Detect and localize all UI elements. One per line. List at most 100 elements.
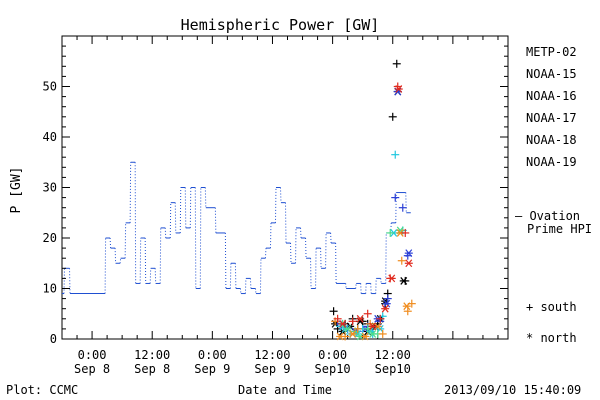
ovation-segment bbox=[360, 283, 362, 294]
ovation-segment bbox=[139, 237, 142, 284]
north-point bbox=[402, 302, 411, 311]
star-d2 bbox=[336, 332, 344, 341]
ovation-segment bbox=[249, 278, 252, 289]
ovation-segment bbox=[405, 192, 407, 213]
ovation-segment bbox=[279, 187, 282, 203]
ovation-segment bbox=[345, 283, 347, 289]
ovation-segment bbox=[365, 283, 367, 294]
ovation-segment bbox=[114, 248, 117, 264]
south-point bbox=[391, 150, 400, 159]
x-axis-label: Date and Time bbox=[238, 383, 332, 397]
ovation-segment bbox=[244, 278, 247, 294]
ovation-segment bbox=[189, 187, 192, 228]
ovation-segment bbox=[315, 248, 317, 289]
ovation-segment bbox=[104, 237, 107, 294]
south-point bbox=[392, 59, 401, 68]
y-tick-label: 40 bbox=[43, 130, 57, 144]
x-tick-label: 0:00 bbox=[198, 348, 227, 362]
legend-item: NOAA-18 bbox=[526, 133, 577, 147]
star-d2 bbox=[374, 322, 382, 331]
north-point bbox=[381, 304, 390, 313]
ovation-segment bbox=[385, 232, 387, 284]
ovation-segment bbox=[254, 288, 257, 294]
north-point bbox=[394, 85, 403, 93]
x-tick-date-label: Sep 9 bbox=[254, 362, 290, 376]
chart-title: Hemispheric Power [GW] bbox=[181, 16, 380, 34]
north-point bbox=[404, 249, 413, 258]
ovation-segment bbox=[335, 243, 337, 284]
star-d2 bbox=[405, 249, 413, 258]
south-point bbox=[348, 317, 357, 326]
ovation-layer bbox=[62, 161, 411, 295]
south-point bbox=[397, 256, 406, 265]
ovation-segment bbox=[194, 187, 197, 289]
legend-item: NOAA-17 bbox=[526, 111, 577, 125]
ovation-segment bbox=[119, 258, 122, 264]
ovation-legend-line1: — Ovation bbox=[515, 209, 580, 223]
ovation-segment bbox=[129, 162, 132, 223]
star-d2 bbox=[381, 304, 389, 313]
ovation-segment bbox=[169, 202, 172, 239]
ovation-segment bbox=[395, 192, 397, 223]
legend-item: NOAA-16 bbox=[526, 89, 577, 103]
south-point bbox=[401, 228, 410, 237]
ovation-segment bbox=[174, 202, 177, 233]
north-point bbox=[404, 259, 413, 268]
south-point bbox=[386, 228, 395, 237]
star-d2 bbox=[349, 330, 357, 338]
north-point bbox=[348, 330, 357, 338]
south-point bbox=[391, 193, 400, 202]
ovation-segment bbox=[179, 187, 182, 233]
star-d2 bbox=[361, 332, 369, 341]
footer-timestamp: 2013/09/10 15:40:09 bbox=[444, 383, 581, 397]
south-point bbox=[388, 112, 397, 121]
south-point bbox=[398, 203, 407, 212]
ovation-segment bbox=[199, 187, 202, 289]
x-tick-label: 0:00 bbox=[78, 348, 107, 362]
x-tick-label: 12:00 bbox=[254, 348, 290, 362]
south-point bbox=[329, 307, 338, 316]
ovation-segment bbox=[370, 283, 372, 294]
ovation-segment bbox=[154, 268, 157, 284]
north-point bbox=[356, 314, 365, 323]
ovation-segment bbox=[259, 258, 262, 294]
ovation-segment bbox=[69, 268, 71, 294]
y-tick-label: 0 bbox=[50, 332, 57, 346]
plot-frame bbox=[61, 35, 509, 340]
south-point bbox=[363, 309, 372, 318]
marker-legend-item: * north bbox=[526, 331, 577, 345]
x-tick-label: 0:00 bbox=[318, 348, 347, 362]
north-point bbox=[368, 330, 377, 338]
star-d2 bbox=[400, 277, 408, 285]
north-point bbox=[338, 319, 347, 328]
ovation-segment bbox=[144, 237, 147, 284]
ovation-segment bbox=[325, 232, 327, 269]
x-tick-label: 12:00 bbox=[375, 348, 411, 362]
north-point bbox=[368, 322, 377, 331]
x-tick-date-label: Sep10 bbox=[375, 362, 411, 376]
north-point bbox=[361, 332, 370, 341]
star-d2 bbox=[405, 259, 413, 268]
legend-item: METP-02 bbox=[526, 45, 577, 59]
ovation-segment bbox=[305, 237, 307, 259]
x-tick-date-label: Sep 9 bbox=[194, 362, 230, 376]
star-d2 bbox=[356, 332, 364, 341]
star-d2 bbox=[396, 229, 404, 237]
star-d2 bbox=[388, 274, 396, 283]
ovation-segment bbox=[149, 268, 152, 284]
ovation-segment bbox=[300, 227, 302, 239]
marker-legend: + south * north bbox=[526, 300, 577, 345]
south-point bbox=[353, 324, 362, 333]
star-d2 bbox=[383, 299, 391, 308]
ovation-segment bbox=[229, 263, 232, 289]
marker-legend-item: + south bbox=[526, 300, 577, 314]
ovation-segment bbox=[109, 237, 112, 249]
south-point bbox=[383, 294, 392, 303]
north-point bbox=[387, 274, 396, 283]
ovation-segment bbox=[355, 283, 357, 289]
south-point bbox=[403, 307, 412, 316]
ovation-segment bbox=[380, 278, 382, 284]
ovation-segment bbox=[310, 258, 312, 289]
y-tick-label: 20 bbox=[43, 231, 57, 245]
